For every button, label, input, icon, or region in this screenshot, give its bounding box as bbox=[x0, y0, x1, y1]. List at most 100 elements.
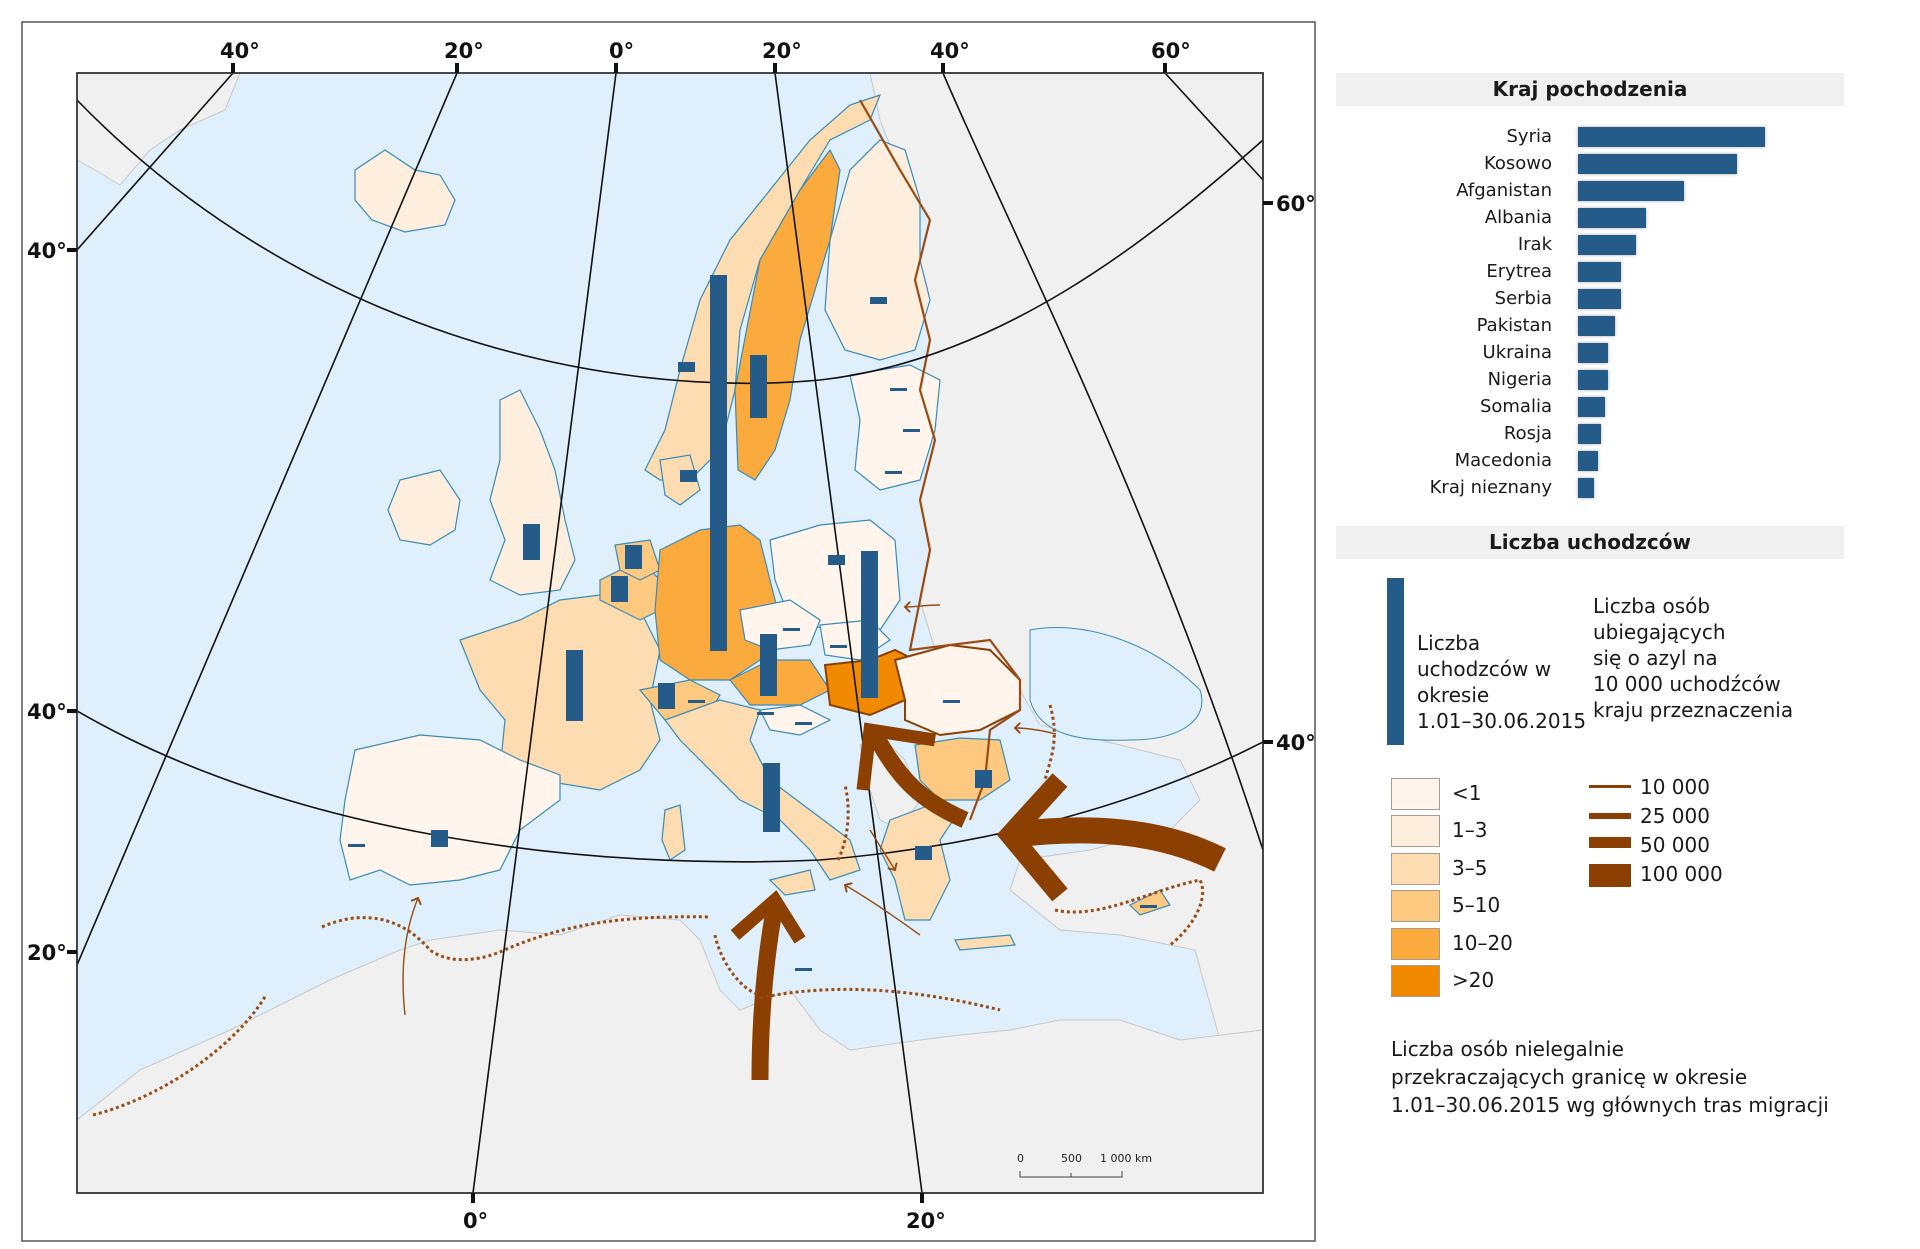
origin-bar bbox=[1578, 316, 1615, 336]
bar-sweden bbox=[750, 355, 767, 418]
route-boundaries bbox=[92, 704, 1205, 1117]
bar-hungary bbox=[861, 551, 878, 698]
country-france bbox=[459, 594, 661, 791]
bottom-label-20: 20° bbox=[906, 1209, 946, 1233]
bar-bulgaria bbox=[975, 770, 992, 788]
origin-label: Syria bbox=[1506, 126, 1552, 147]
origin-bar bbox=[1578, 181, 1684, 201]
origin-label: Ukraina bbox=[1482, 342, 1552, 363]
country-iceland bbox=[354, 149, 456, 233]
origin-bar bbox=[1578, 208, 1646, 228]
country-uk bbox=[489, 389, 576, 596]
origin-row: Albania bbox=[1336, 206, 1876, 230]
swatch-label: 1–3 bbox=[1452, 818, 1488, 842]
origin-bar bbox=[1578, 451, 1598, 471]
bar-poland bbox=[828, 555, 845, 565]
country-finland bbox=[824, 139, 931, 361]
bottom-label-0: 0° bbox=[463, 1209, 488, 1233]
country-baltics bbox=[849, 364, 941, 491]
bar-uk bbox=[523, 524, 540, 560]
swatch-label: 3–5 bbox=[1452, 856, 1488, 880]
top-label-60e: 60° bbox=[1151, 39, 1191, 63]
flow-legend-100000 bbox=[1589, 864, 1631, 887]
country-slovenia-croatia bbox=[759, 704, 832, 736]
bar-austria bbox=[760, 634, 777, 696]
scale-label-500: 500 bbox=[1061, 1152, 1082, 1165]
bar-norway bbox=[678, 362, 695, 372]
origin-row: Macedonia bbox=[1336, 449, 1876, 473]
right-label-40: 40° bbox=[1276, 731, 1316, 755]
flow-east-med bbox=[1008, 817, 1226, 872]
swatch-gt20 bbox=[1391, 965, 1440, 997]
refugee-legend-title: Liczba uchodzców bbox=[1336, 526, 1844, 559]
migration-flows bbox=[730, 722, 1226, 1081]
bar-finland bbox=[870, 297, 887, 304]
country-italy-sardinia bbox=[661, 804, 686, 861]
swatch-label: <1 bbox=[1452, 781, 1482, 805]
swatch-10-20 bbox=[1391, 928, 1440, 960]
swatch-label: 10–20 bbox=[1452, 931, 1513, 955]
bar-belgium bbox=[611, 576, 628, 602]
swatch-label: >20 bbox=[1452, 968, 1495, 992]
top-label-0: 0° bbox=[609, 39, 634, 63]
eu-external-border bbox=[859, 99, 1022, 821]
origin-row: Erytrea bbox=[1336, 260, 1876, 284]
country-romania bbox=[893, 643, 1021, 737]
bar-greece bbox=[915, 846, 932, 860]
origin-bar bbox=[1578, 154, 1737, 174]
flow-central-med bbox=[751, 903, 784, 1081]
country-italy bbox=[664, 699, 861, 881]
graticule-ticks bbox=[67, 63, 1273, 1203]
origin-label: Macedonia bbox=[1454, 450, 1552, 471]
origin-label: Serbia bbox=[1494, 288, 1552, 309]
flow-legend-10000 bbox=[1589, 785, 1631, 788]
top-label-40e: 40° bbox=[930, 39, 970, 63]
origin-bar bbox=[1578, 127, 1765, 147]
origin-label: Kraj nieznany bbox=[1429, 477, 1552, 498]
origin-label: Afganistan bbox=[1456, 180, 1552, 201]
origin-bar bbox=[1578, 289, 1621, 309]
flow-label: 100 000 bbox=[1640, 862, 1723, 886]
left-label-20: 20° bbox=[27, 941, 67, 965]
flow-label: 50 000 bbox=[1640, 833, 1710, 857]
refugee-bars bbox=[348, 275, 1157, 971]
origin-label: Pakistan bbox=[1476, 315, 1552, 336]
origin-label: Albania bbox=[1484, 207, 1552, 228]
origin-bar bbox=[1578, 370, 1608, 390]
origin-bar bbox=[1578, 478, 1594, 498]
origin-row: Syria bbox=[1336, 125, 1876, 149]
bar-legend-caption: Liczba uchodzców w okresie 1.01–30.06.20… bbox=[1417, 631, 1587, 733]
origin-row: Irak bbox=[1336, 233, 1876, 257]
flow-legend-50000 bbox=[1589, 837, 1631, 848]
origin-label: Kosowo bbox=[1483, 153, 1552, 174]
origin-row: Somalia bbox=[1336, 395, 1876, 419]
flow-label: 25 000 bbox=[1640, 804, 1710, 828]
swatch-label: 5–10 bbox=[1452, 893, 1501, 917]
swatch-lt1 bbox=[1391, 778, 1440, 810]
origin-row: Afganistan bbox=[1336, 179, 1876, 203]
origin-label: Nigeria bbox=[1487, 369, 1552, 390]
bar-spain bbox=[431, 830, 448, 847]
minor-flows bbox=[402, 605, 1057, 1016]
origin-row: Kraj nieznany bbox=[1336, 476, 1876, 500]
country-crete bbox=[954, 934, 1016, 951]
map-frame bbox=[76, 72, 1264, 1194]
bar-legend-symbol bbox=[1387, 578, 1404, 745]
choropleth-legend-caption: Liczba osób ubiegających się o azyl na 1… bbox=[1593, 594, 1794, 722]
origin-row: Serbia bbox=[1336, 287, 1876, 311]
country-italy-sicily bbox=[768, 869, 816, 896]
scale-label-0: 0 bbox=[1017, 1152, 1024, 1165]
origin-row: Kosowo bbox=[1336, 152, 1876, 176]
origin-bar bbox=[1578, 262, 1621, 282]
origin-chart-title: Kraj pochodzenia bbox=[1336, 73, 1844, 106]
origin-bar bbox=[1578, 343, 1608, 363]
left-label-40: 40° bbox=[27, 700, 67, 724]
graticule-labels: 40° 20° 0° 20° 40° 60° 40° 40° 20° 60° 4… bbox=[27, 39, 1316, 1233]
origin-label: Irak bbox=[1517, 234, 1552, 255]
bar-denmark bbox=[680, 470, 697, 482]
graticule bbox=[77, 73, 1263, 1193]
origin-label: Rosja bbox=[1503, 423, 1552, 444]
bar-germany bbox=[710, 275, 727, 651]
origin-bar bbox=[1578, 397, 1605, 417]
